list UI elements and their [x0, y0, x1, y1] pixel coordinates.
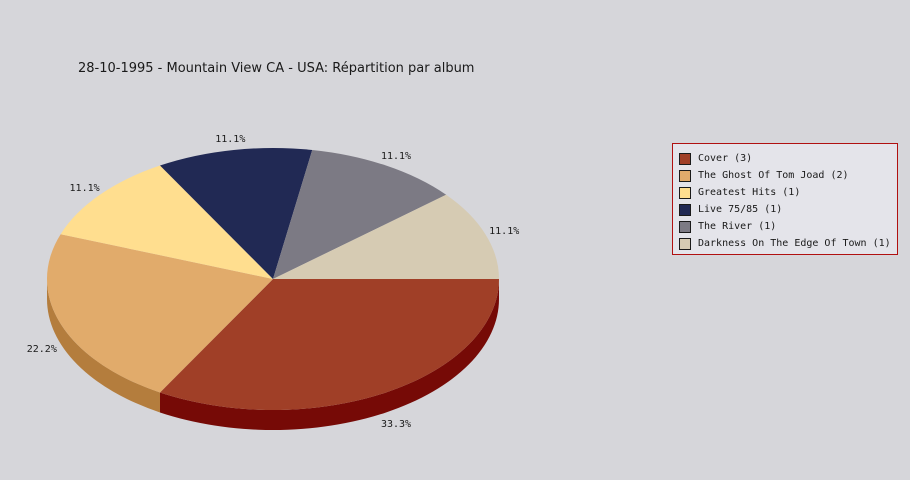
legend-swatch-4 [679, 220, 691, 233]
pie-slice-3 [160, 148, 313, 279]
pie-labels: 33.3% 22.2% 11.1% 11.1% 11.1% 11.1% [27, 134, 520, 430]
legend-swatch-2 [679, 186, 691, 199]
pie-slice-5 [273, 194, 499, 279]
pie-slice-0 [160, 279, 499, 411]
pie-slice-label-0: 33.3% [381, 419, 411, 430]
pie-sides [47, 279, 499, 430]
legend-swatch-1 [679, 169, 691, 182]
pie-top [47, 148, 499, 411]
legend-label-2: Greatest Hits (1) [698, 187, 801, 198]
pie-slice-4 [273, 149, 447, 279]
legend-swatch-0 [679, 152, 691, 165]
legend-label-4: The River (1) [698, 221, 777, 232]
pie-slice-2 [60, 165, 273, 279]
legend-swatch-3 [679, 203, 691, 216]
legend-label-0: Cover (3) [698, 153, 753, 164]
legend-item: Greatest Hits (1) [679, 184, 897, 201]
pie-slice-label-4: 11.1% [381, 151, 411, 162]
pie-slice-1 [47, 234, 274, 393]
pie-slice-label-5: 11.1% [489, 226, 519, 237]
legend-label-1: The Ghost Of Tom Joad (2) [698, 170, 849, 181]
pie-slice-side-0 [160, 279, 499, 430]
legend-item: Live 75/85 (1) [679, 201, 897, 218]
chart-title: 28-10-1995 - Mountain View CA - USA: Rép… [78, 61, 475, 76]
legend-label-3: Live 75/85 (1) [698, 204, 783, 215]
pie-slice-side-1 [47, 279, 160, 413]
chart-legend: Cover (3) The Ghost Of Tom Joad (2) Greate… [672, 143, 898, 255]
pie-slice-label-2: 11.1% [70, 183, 100, 194]
pie-slice-label-3: 11.1% [215, 134, 245, 145]
legend-item: Cover (3) [679, 150, 897, 167]
legend-item: The River (1) [679, 218, 897, 235]
legend-swatch-5 [679, 237, 691, 250]
pie-slice-label-1: 22.2% [27, 344, 57, 355]
legend-item: The Ghost Of Tom Joad (2) [679, 167, 897, 184]
legend-label-5: Darkness On The Edge Of Town (1) [698, 238, 891, 249]
legend-item: Darkness On The Edge Of Town (1) [679, 235, 897, 252]
